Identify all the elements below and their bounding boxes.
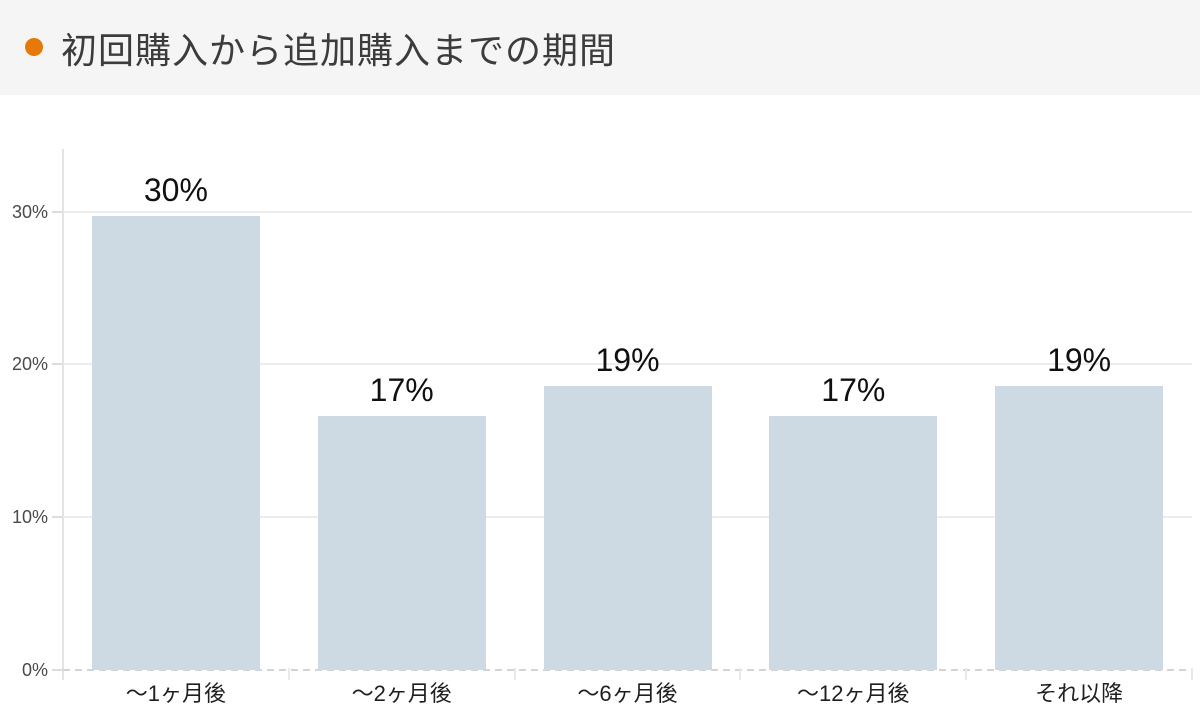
- x-category-label-3: 〜6ヶ月後: [577, 681, 678, 706]
- bar-value-label-3: 19%: [595, 341, 660, 378]
- y-tick-mark-10: [52, 516, 63, 519]
- y-tick-label-20: 20%: [11, 354, 48, 375]
- x-category-label-4: 〜12ヶ月後: [797, 681, 910, 706]
- y-tick-mark-30: [52, 210, 63, 213]
- bullet-icon: [25, 38, 43, 56]
- y-axis-line: [62, 149, 64, 680]
- x-separator-tick-4: [965, 668, 968, 680]
- bar-5[interactable]: [995, 385, 1164, 670]
- bar-value-label-2: 17%: [369, 372, 434, 409]
- x-separator-tick-5: [1191, 668, 1193, 680]
- y-tick-mark-20: [52, 363, 63, 366]
- gridline-20: [63, 363, 1192, 366]
- y-tick-label-10: 10%: [11, 507, 48, 528]
- bar-value-label-1: 30%: [143, 172, 208, 209]
- x-separator-tick-3: [739, 668, 742, 680]
- bar-value-label-4: 17%: [821, 372, 886, 409]
- x-category-label-5: それ以降: [1035, 681, 1124, 706]
- bar-4[interactable]: [769, 416, 938, 670]
- x-separator-tick-2: [513, 668, 516, 680]
- chart-header: 初回購入から追加購入までの期間: [0, 0, 1200, 95]
- bar-3[interactable]: [543, 385, 712, 670]
- gridline-30: [63, 210, 1192, 213]
- x-category-label-1: 〜1ヶ月後: [125, 681, 227, 706]
- x-category-label-2: 〜2ヶ月後: [351, 681, 452, 706]
- x-separator-tick-1: [287, 668, 290, 680]
- bar-2[interactable]: [317, 416, 486, 670]
- x-axis-baseline: [63, 669, 1192, 671]
- bar-chart: 0% 10% 20% 30% 〜1ヶ月後 〜2ヶ月後 〜6ヶ月後 〜12ヶ月後 それ以降 30…: [0, 95, 1200, 726]
- bar-1[interactable]: [91, 216, 260, 670]
- chart-title: 初回購入から追加購入までの期間: [61, 29, 617, 71]
- bar-value-label-5: 19%: [1047, 341, 1112, 378]
- y-tick-mark-0: [52, 669, 63, 671]
- plot-area: [63, 149, 1192, 671]
- y-tick-label-30: 30%: [11, 201, 48, 222]
- y-tick-label-0: 0%: [21, 660, 48, 680]
